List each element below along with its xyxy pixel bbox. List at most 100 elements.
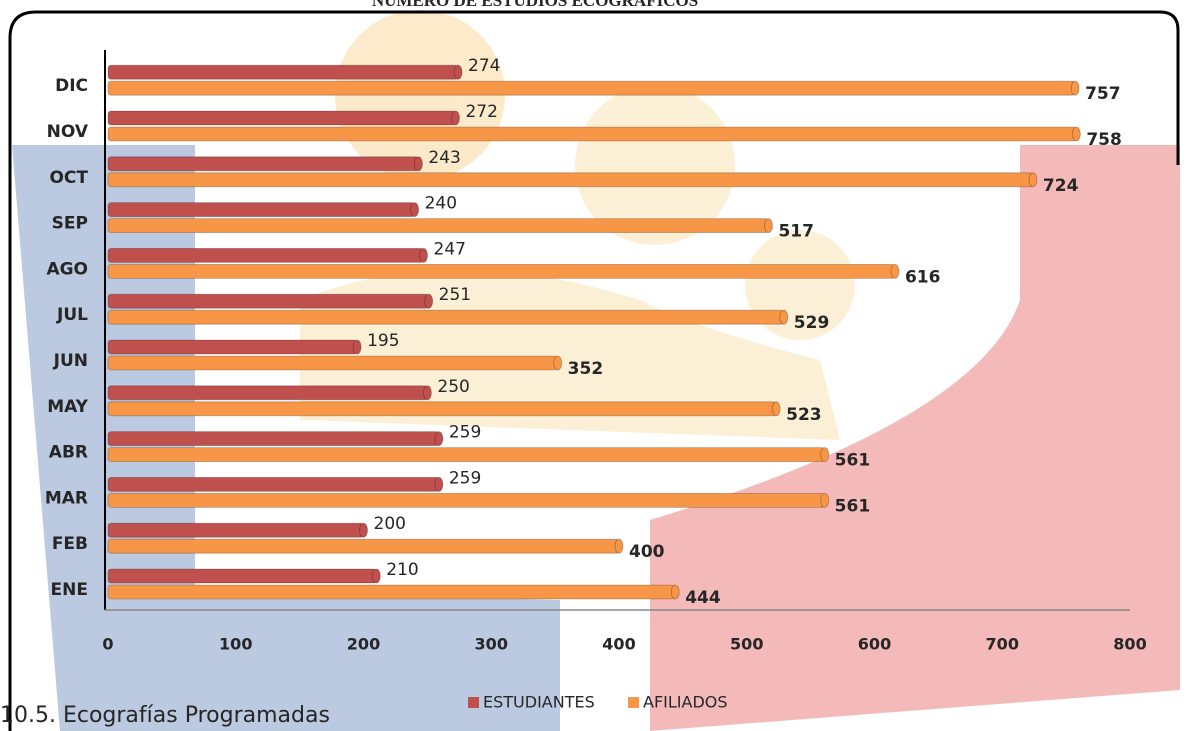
value-label: 259 <box>449 423 481 443</box>
bar <box>107 492 826 508</box>
legend-swatch <box>628 697 639 708</box>
frame <box>8 10 1180 731</box>
y-tick-label: DIC <box>55 76 88 96</box>
value-label: 272 <box>465 102 497 122</box>
bar <box>107 584 676 600</box>
legend-swatch <box>468 697 479 708</box>
x-tick-label: 600 <box>858 635 891 654</box>
value-label: 352 <box>568 359 604 379</box>
value-label: 757 <box>1085 84 1121 104</box>
bar <box>107 447 826 463</box>
value-label: 758 <box>1086 130 1122 150</box>
bar-cap <box>371 568 381 584</box>
value-label: 240 <box>425 194 457 214</box>
value-label: 517 <box>778 222 814 242</box>
bar <box>107 538 620 554</box>
bar-cap <box>764 218 773 234</box>
x-tick-label: 800 <box>1113 635 1146 654</box>
x-tick-label: 0 <box>102 635 113 654</box>
bar-cap <box>553 355 563 371</box>
bar-cap <box>890 263 900 279</box>
bar-cap <box>614 538 624 554</box>
y-tick-label: MAY <box>47 397 88 417</box>
bar-cap <box>1071 126 1081 142</box>
bar <box>107 401 777 417</box>
value-label: 561 <box>835 496 871 516</box>
bar <box>107 202 416 218</box>
bar-cap <box>422 385 432 401</box>
bar <box>107 218 769 234</box>
bar-cap <box>359 522 368 538</box>
legend-label: ESTUDIANTES <box>483 693 595 712</box>
y-tick-label: JUN <box>53 351 88 371</box>
y-tick-label: JUL <box>56 305 88 325</box>
legend-label: AFILIADOS <box>643 693 728 712</box>
value-label: 210 <box>386 560 418 580</box>
value-label: 250 <box>437 377 469 397</box>
value-label: 616 <box>905 267 941 287</box>
bar <box>107 110 456 126</box>
y-tick-label: FEB <box>52 534 88 554</box>
bar-cap <box>771 401 781 417</box>
bar <box>107 172 1034 188</box>
value-label: 274 <box>468 56 500 76</box>
value-label: 444 <box>685 588 721 608</box>
caption: 10.5. Ecografías Programadas <box>0 703 330 728</box>
value-label: 529 <box>794 313 830 333</box>
bar-cap <box>1070 80 1080 96</box>
y-tick-label: AGO <box>46 259 88 279</box>
bar <box>107 293 430 309</box>
y-tick-label: SEP <box>52 214 88 234</box>
value-label: 724 <box>1043 176 1079 196</box>
bar <box>107 263 896 279</box>
bar-cap <box>414 156 423 172</box>
x-tick-label: 300 <box>475 635 508 654</box>
bar <box>107 156 419 172</box>
value-label: 523 <box>786 405 822 425</box>
bar <box>107 431 440 447</box>
value-label: 195 <box>367 331 399 351</box>
bar-cap <box>1028 172 1038 188</box>
bar <box>107 126 1077 142</box>
value-label: 200 <box>374 514 406 534</box>
x-tick-label: 400 <box>602 635 635 654</box>
bar-cap <box>779 309 789 325</box>
bar-cap <box>670 584 680 600</box>
y-tick-label: ABR <box>49 443 88 463</box>
bar-cap <box>434 476 444 492</box>
bar <box>107 476 440 492</box>
y-tick-label: NOV <box>47 122 89 142</box>
chart-title: NÚMERO DE ESTUDIOS ECOGRÁFICOS <box>372 0 698 10</box>
bar-cap <box>419 247 428 263</box>
bar-cap <box>410 202 420 218</box>
x-tick-label: 700 <box>986 635 1019 654</box>
x-tick-label: 500 <box>730 635 763 654</box>
bar-cap <box>434 431 444 447</box>
x-tick-label: 200 <box>347 635 380 654</box>
bar <box>107 385 428 401</box>
bar-cap <box>820 492 830 508</box>
y-tick-label: OCT <box>49 168 88 188</box>
value-label: 561 <box>835 451 871 471</box>
x-tick-label: 100 <box>219 635 252 654</box>
bar <box>107 355 559 371</box>
bar <box>107 64 459 80</box>
bar <box>107 522 364 538</box>
bar-cap <box>820 447 830 463</box>
bar-cap <box>451 110 460 126</box>
bar-cap <box>453 64 463 80</box>
bar <box>107 247 424 263</box>
y-tick-label: MAR <box>45 488 88 508</box>
value-label: 400 <box>629 542 665 562</box>
value-label: 259 <box>449 468 481 488</box>
bar <box>107 309 785 325</box>
value-label: 243 <box>428 148 460 168</box>
bar-cap <box>424 293 434 309</box>
y-tick-label: ENE <box>51 580 88 600</box>
bar-cap <box>352 339 362 355</box>
bar <box>107 80 1076 96</box>
value-label: 247 <box>434 239 466 259</box>
bar <box>107 568 377 584</box>
